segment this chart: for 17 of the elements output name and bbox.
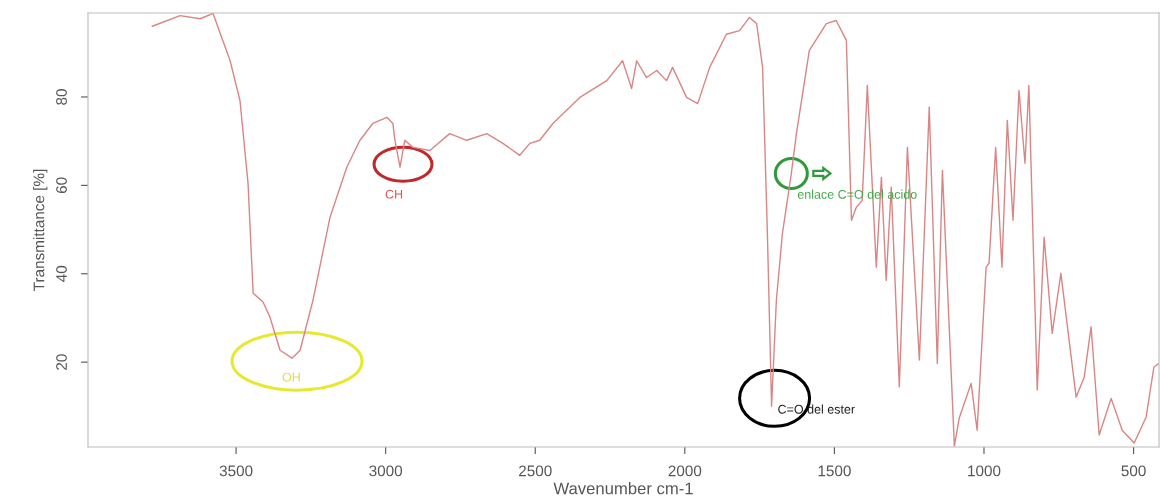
x-tick-label: 2500 — [519, 465, 552, 477]
x-tick-label: 3000 — [369, 465, 403, 477]
y-tick-label: 80 — [56, 89, 67, 105]
line-series — [151, 13, 1159, 447]
x-tick-label: 2000 — [668, 465, 702, 477]
y-tick-label: 40 — [56, 265, 67, 282]
y-tick-label: 60 — [56, 177, 67, 194]
annotation: OH — [282, 372, 300, 382]
y-axis-title: Transmittance [%] — [33, 169, 48, 291]
annotation: CH — [385, 189, 403, 199]
x-tick-label: 500 — [1121, 465, 1146, 477]
x-tick-label: 3500 — [219, 465, 253, 477]
y-tick-label: 20 — [56, 354, 67, 370]
x-tick-label: 1000 — [968, 465, 1001, 477]
x-axis-title: Wavenumber cm-1 — [553, 482, 693, 495]
annotation: C=O del ester — [778, 404, 855, 414]
x-tick-label: 1500 — [818, 465, 851, 477]
